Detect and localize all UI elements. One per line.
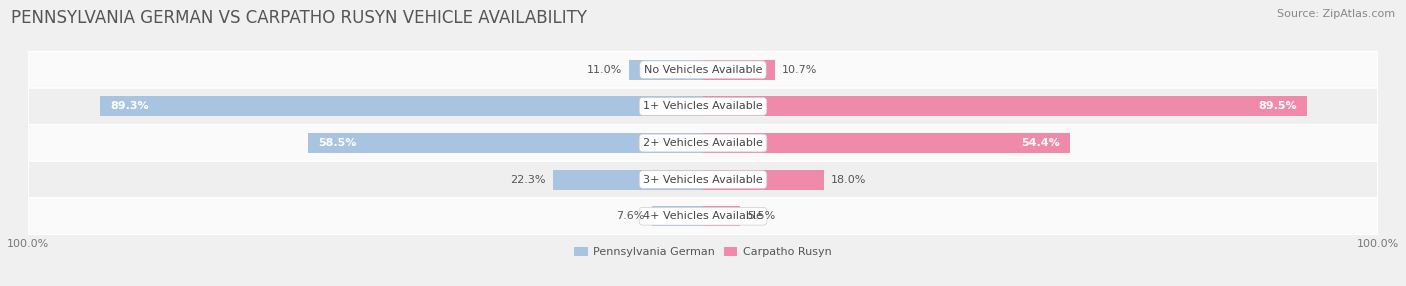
Text: 18.0%: 18.0% [831,175,866,184]
Bar [652,206,703,226]
FancyBboxPatch shape [28,51,1378,88]
Text: 58.5%: 58.5% [318,138,357,148]
Text: 89.5%: 89.5% [1258,102,1296,111]
Text: Source: ZipAtlas.com: Source: ZipAtlas.com [1277,9,1395,19]
Text: 5.5%: 5.5% [747,211,775,221]
Bar [703,170,824,190]
Bar [703,60,775,80]
Text: PENNSYLVANIA GERMAN VS CARPATHO RUSYN VEHICLE AVAILABILITY: PENNSYLVANIA GERMAN VS CARPATHO RUSYN VE… [11,9,588,27]
Legend: Pennsylvania German, Carpatho Rusyn: Pennsylvania German, Carpatho Rusyn [569,243,837,262]
Text: 7.6%: 7.6% [617,211,645,221]
Bar [308,133,703,153]
FancyBboxPatch shape [28,88,1378,125]
Text: 4+ Vehicles Available: 4+ Vehicles Available [643,211,763,221]
FancyBboxPatch shape [28,125,1378,161]
Bar [100,96,703,116]
Text: No Vehicles Available: No Vehicles Available [644,65,762,75]
Text: 11.0%: 11.0% [586,65,621,75]
Text: 54.4%: 54.4% [1021,138,1060,148]
Text: 2+ Vehicles Available: 2+ Vehicles Available [643,138,763,148]
FancyBboxPatch shape [28,161,1378,198]
Text: 1+ Vehicles Available: 1+ Vehicles Available [643,102,763,111]
Bar [553,170,703,190]
Text: 22.3%: 22.3% [510,175,546,184]
Bar [703,96,1308,116]
Text: 3+ Vehicles Available: 3+ Vehicles Available [643,175,763,184]
FancyBboxPatch shape [28,198,1378,235]
Bar [703,206,740,226]
Bar [703,133,1070,153]
Text: 89.3%: 89.3% [111,102,149,111]
Text: 10.7%: 10.7% [782,65,817,75]
Bar [628,60,703,80]
